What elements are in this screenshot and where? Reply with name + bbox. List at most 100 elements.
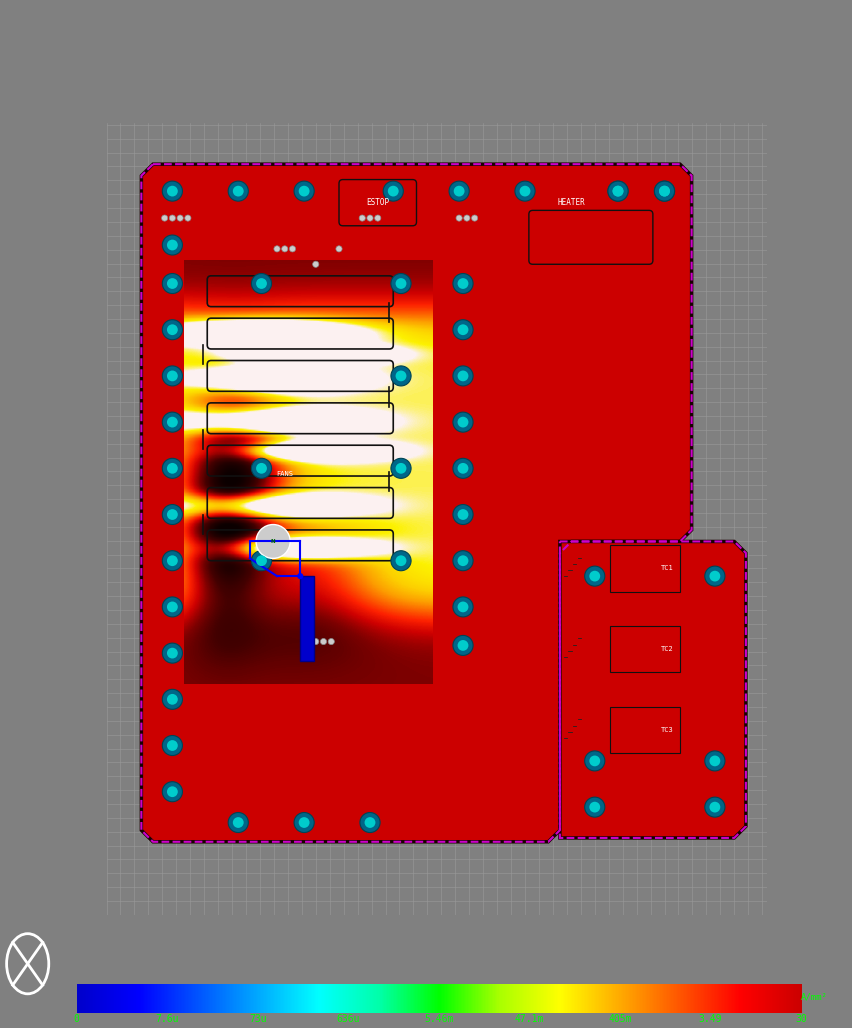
Circle shape [458,416,469,428]
Circle shape [167,694,178,705]
Circle shape [167,555,178,566]
Circle shape [391,551,411,571]
Circle shape [328,638,334,645]
Circle shape [584,750,605,771]
Circle shape [383,181,403,201]
Circle shape [294,181,314,201]
Text: 636u: 636u [337,1015,360,1024]
Circle shape [256,463,267,474]
Circle shape [515,181,535,201]
Text: 30: 30 [795,1015,807,1024]
Circle shape [458,640,469,651]
Bar [300,576,314,661]
Text: HEATER: HEATER [557,198,585,208]
Circle shape [167,601,178,613]
Circle shape [233,186,244,196]
Circle shape [167,186,178,196]
Circle shape [313,638,319,645]
Circle shape [710,571,720,582]
Circle shape [162,366,182,386]
Text: 5.46m: 5.46m [424,1015,453,1024]
Circle shape [453,320,473,339]
Circle shape [520,186,531,196]
Bar [610,545,680,591]
Circle shape [256,555,267,566]
Circle shape [654,181,675,201]
Circle shape [375,215,381,221]
Circle shape [299,186,309,196]
Text: FANS: FANS [276,472,293,477]
Circle shape [360,812,380,833]
Circle shape [167,509,178,520]
Text: ESTOP: ESTOP [366,198,389,208]
Circle shape [584,797,605,817]
Circle shape [290,246,296,252]
Circle shape [167,279,178,289]
Circle shape [162,235,182,255]
Circle shape [590,802,600,812]
Circle shape [608,181,628,201]
Text: TC2: TC2 [660,647,673,653]
Circle shape [395,555,406,566]
Circle shape [449,181,469,201]
Circle shape [458,463,469,474]
Circle shape [463,215,470,221]
Text: 3.49: 3.49 [699,1015,722,1024]
Circle shape [613,186,624,196]
Circle shape [167,786,178,797]
Circle shape [458,324,469,335]
Circle shape [710,756,720,766]
Circle shape [395,463,406,474]
Circle shape [162,551,182,571]
Circle shape [613,186,624,196]
Text: A/mm²: A/mm² [801,992,828,1001]
Circle shape [251,458,272,478]
Circle shape [233,817,244,828]
Circle shape [590,571,600,582]
Circle shape [167,463,178,474]
Circle shape [251,273,272,294]
Circle shape [162,735,182,756]
Circle shape [162,320,182,339]
Circle shape [177,215,183,221]
Circle shape [584,566,605,586]
Circle shape [453,412,473,432]
Circle shape [167,370,178,381]
Circle shape [453,505,473,524]
Circle shape [458,279,469,289]
Circle shape [391,366,411,386]
Circle shape [251,551,272,571]
Circle shape [453,366,473,386]
Circle shape [256,524,291,558]
Circle shape [659,186,670,196]
Bar [610,626,680,672]
Circle shape [256,279,267,289]
Text: N: N [271,539,275,544]
Circle shape [453,273,473,294]
PathPatch shape [141,164,692,842]
Circle shape [228,812,248,833]
Circle shape [458,601,469,613]
Circle shape [458,555,469,566]
Circle shape [162,781,182,802]
Circle shape [228,181,248,201]
Circle shape [453,458,473,478]
Circle shape [170,215,176,221]
Circle shape [705,750,725,771]
Circle shape [162,597,182,617]
Circle shape [458,370,469,381]
Circle shape [167,324,178,335]
Circle shape [454,186,464,196]
Circle shape [453,635,473,656]
Bar [610,707,680,754]
PathPatch shape [560,542,746,838]
Circle shape [590,756,600,766]
Circle shape [162,215,168,221]
Circle shape [367,215,373,221]
Circle shape [388,186,399,196]
Circle shape [395,370,406,381]
Circle shape [162,644,182,663]
Circle shape [162,505,182,524]
Text: 47.1m: 47.1m [515,1015,544,1024]
Circle shape [710,802,720,812]
